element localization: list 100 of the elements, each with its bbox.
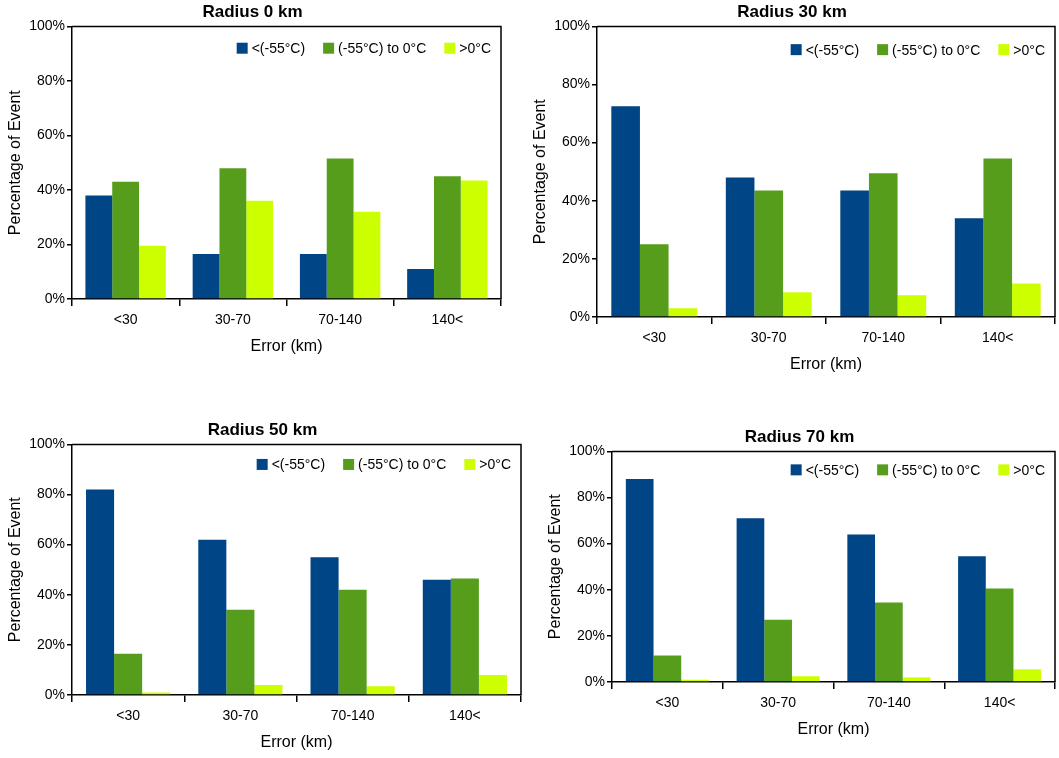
x-tick-label: <30	[655, 694, 680, 711]
bar	[433, 176, 461, 299]
y-tick-label: 40%	[561, 191, 591, 208]
bar	[338, 589, 367, 695]
bar	[791, 676, 820, 682]
legend-label: (-55°C) to 0°C	[892, 461, 981, 478]
y-tick-label: 0%	[44, 289, 66, 306]
x-axis-title: Error (km)	[250, 336, 323, 354]
chart-title: Radius 70 km	[744, 426, 855, 446]
bar	[86, 489, 115, 695]
y-tick-label: 100%	[29, 435, 66, 452]
bar	[85, 195, 113, 299]
bar	[868, 173, 898, 317]
legend-label: >0°C	[1013, 41, 1045, 58]
x-tick-label: 30-70	[214, 311, 251, 328]
bar	[139, 245, 166, 299]
chart-title: Radius 30 km	[737, 1, 847, 21]
legend-label: >0°C	[459, 40, 491, 57]
y-tick-label: 40%	[36, 585, 66, 602]
bar	[847, 534, 876, 682]
y-tick-label: 100%	[569, 442, 606, 459]
x-tick-label: 140<	[983, 694, 1016, 711]
bar	[112, 181, 140, 299]
y-tick-label: 0%	[44, 685, 66, 702]
legend-label: <(-55°C)	[251, 40, 306, 57]
bar	[478, 674, 507, 695]
x-tick-label: 140<	[431, 311, 464, 328]
chart-title: Radius 50 km	[207, 419, 318, 439]
bar	[653, 655, 682, 682]
bar	[192, 254, 220, 299]
bar	[840, 190, 869, 317]
y-tick-label: 0%	[584, 672, 606, 689]
x-tick-label: 140<	[449, 707, 481, 724]
legend-label: >0°C	[1013, 461, 1045, 478]
y-tick-label: 60%	[36, 126, 66, 143]
y-tick-label: 100%	[29, 17, 66, 34]
y-tick-label: 80%	[576, 488, 606, 505]
bar	[725, 177, 755, 317]
legend-label: (-55°C) to 0°C	[892, 41, 981, 58]
y-tick-label: 80%	[36, 71, 66, 88]
y-tick-label: 40%	[576, 580, 606, 597]
x-axis-title: Error (km)	[797, 719, 870, 737]
y-tick-label: 20%	[576, 626, 606, 643]
y-tick-label: 60%	[36, 535, 66, 552]
bar	[450, 578, 479, 695]
bar	[1012, 283, 1041, 317]
y-tick-label: 100%	[554, 17, 591, 34]
x-tick-label: 140<	[981, 329, 1014, 346]
bar	[783, 292, 812, 317]
x-tick-label: <30	[642, 329, 667, 346]
bar	[198, 539, 227, 695]
bar	[611, 106, 640, 317]
bar	[254, 684, 283, 695]
y-axis-title: Percentage of Event	[546, 493, 564, 640]
bar	[226, 609, 255, 695]
bar	[366, 686, 395, 695]
bar	[985, 588, 1014, 682]
bar	[875, 602, 903, 682]
x-axis-title: Error (km)	[790, 354, 862, 372]
bar	[422, 579, 451, 695]
y-tick-label: 60%	[576, 534, 606, 551]
y-tick-label: 20%	[561, 249, 591, 266]
x-tick-label: 30-70	[750, 329, 787, 346]
y-tick-label: 20%	[36, 235, 66, 252]
x-tick-label: 70-140	[330, 707, 375, 724]
chart-title: Radius 0 km	[202, 1, 303, 21]
legend-label: >0°C	[479, 456, 511, 473]
y-axis-title: Percentage of Event	[531, 98, 549, 245]
legend-label: <(-55°C)	[271, 456, 326, 473]
y-tick-label: 20%	[36, 635, 66, 652]
bar	[1013, 669, 1042, 682]
x-tick-label: 70-140	[318, 311, 363, 328]
bar	[460, 180, 488, 299]
bar	[983, 158, 1013, 317]
x-tick-label: 70-140	[867, 694, 911, 711]
y-axis-title: Percentage of Event	[6, 496, 24, 643]
x-tick-label: 70-140	[861, 329, 906, 346]
y-tick-label: 80%	[561, 75, 591, 92]
bar	[668, 308, 698, 317]
bar	[625, 479, 654, 682]
x-axis-title: Error (km)	[260, 732, 333, 750]
x-tick-label: 30-70	[222, 707, 259, 724]
bar	[114, 653, 143, 695]
y-tick-label: 60%	[561, 133, 591, 150]
legend-label: <(-55°C)	[805, 461, 860, 478]
bar	[299, 254, 327, 299]
y-tick-label: 0%	[569, 307, 591, 324]
bar	[407, 269, 434, 299]
y-tick-label: 80%	[36, 485, 66, 502]
bar	[764, 619, 792, 682]
y-axis-title: Percentage of Event	[6, 89, 24, 236]
bar	[754, 190, 784, 317]
legend-label: (-55°C) to 0°C	[338, 40, 427, 57]
bar	[246, 200, 274, 299]
bar	[639, 244, 669, 317]
bar	[353, 211, 381, 299]
bar	[897, 295, 927, 317]
x-tick-label: 30-70	[760, 694, 797, 711]
y-tick-label: 40%	[36, 180, 66, 197]
x-tick-label: <30	[116, 707, 141, 724]
